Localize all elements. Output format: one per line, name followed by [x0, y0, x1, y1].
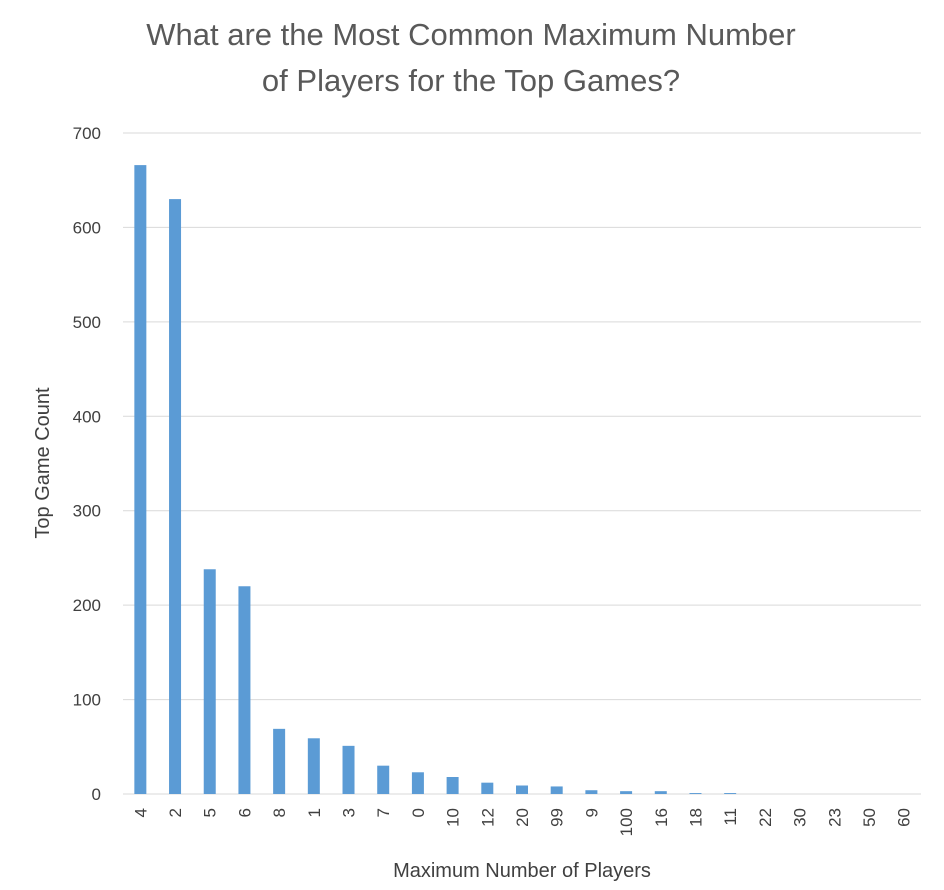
y-tick-label: 100: [73, 691, 101, 710]
y-axis-tick-labels: 0 100 200 300 400 500 600 700: [73, 124, 101, 804]
x-tick-label: 11: [721, 808, 740, 826]
y-tick-label: 200: [73, 596, 101, 615]
bars: [134, 165, 737, 795]
x-tick-label: 0: [409, 808, 428, 817]
x-tick-label: 99: [548, 808, 567, 827]
x-tick-label: 7: [374, 808, 393, 817]
y-tick-label: 700: [73, 124, 101, 143]
x-axis-tick-labels: 4 2 5 6 8 1 3 7 0 10 12 20 99 9 100 16 18 11 22 30 23 50 60: [131, 808, 913, 836]
x-tick-label: 8: [270, 808, 289, 817]
y-axis-title: Top Game Count: [32, 387, 54, 539]
chart-title: What are the Most Common Maximum Number …: [146, 17, 795, 98]
x-tick-label: 4: [131, 808, 150, 817]
x-tick-label: 3: [340, 808, 359, 817]
bar-16: [654, 791, 667, 794]
x-tick-label: 23: [825, 808, 844, 827]
bar-12: [481, 782, 494, 794]
bar-11: [724, 793, 737, 794]
bar-10: [446, 777, 459, 794]
x-tick-label: 6: [235, 808, 254, 817]
bar-99: [550, 786, 563, 794]
gridlines: [123, 132, 921, 795]
x-tick-label: 100: [617, 808, 636, 836]
chart-title-line-1: What are the Most Common Maximum Number: [146, 17, 795, 52]
x-tick-label: 10: [444, 808, 463, 827]
x-tick-label: 12: [478, 808, 497, 827]
bar-3: [342, 745, 355, 794]
x-tick-label: 18: [686, 808, 705, 827]
x-tick-label: 50: [860, 808, 879, 827]
x-tick-label: 60: [895, 808, 914, 827]
x-tick-label: 30: [791, 808, 810, 827]
y-tick-label: 600: [73, 218, 101, 237]
bar-6: [238, 586, 251, 794]
bar-7: [377, 765, 390, 794]
x-tick-label: 5: [201, 808, 220, 817]
bar-4: [134, 165, 147, 794]
bar-2: [169, 199, 182, 795]
chart-title-line-2: of Players for the Top Games?: [262, 63, 680, 98]
y-tick-label: 400: [73, 407, 101, 426]
bar-20: [516, 785, 528, 794]
y-tick-label: 0: [92, 785, 101, 804]
bar-100: [620, 791, 633, 794]
x-tick-label: 1: [305, 808, 324, 817]
bar-9: [585, 790, 598, 794]
y-tick-label: 300: [73, 502, 101, 521]
bar-1: [307, 738, 320, 794]
bar-8: [273, 728, 286, 794]
x-tick-label: 2: [166, 808, 185, 817]
x-tick-label: 9: [582, 808, 601, 817]
bar-18: [689, 793, 702, 794]
x-tick-label: 20: [513, 808, 532, 827]
x-axis-title: Maximum Number of Players: [393, 860, 651, 882]
y-tick-label: 500: [73, 313, 101, 332]
bar-5: [203, 569, 216, 794]
bar-0: [411, 772, 424, 794]
x-tick-label: 22: [756, 808, 775, 827]
x-tick-label: 16: [652, 808, 671, 827]
